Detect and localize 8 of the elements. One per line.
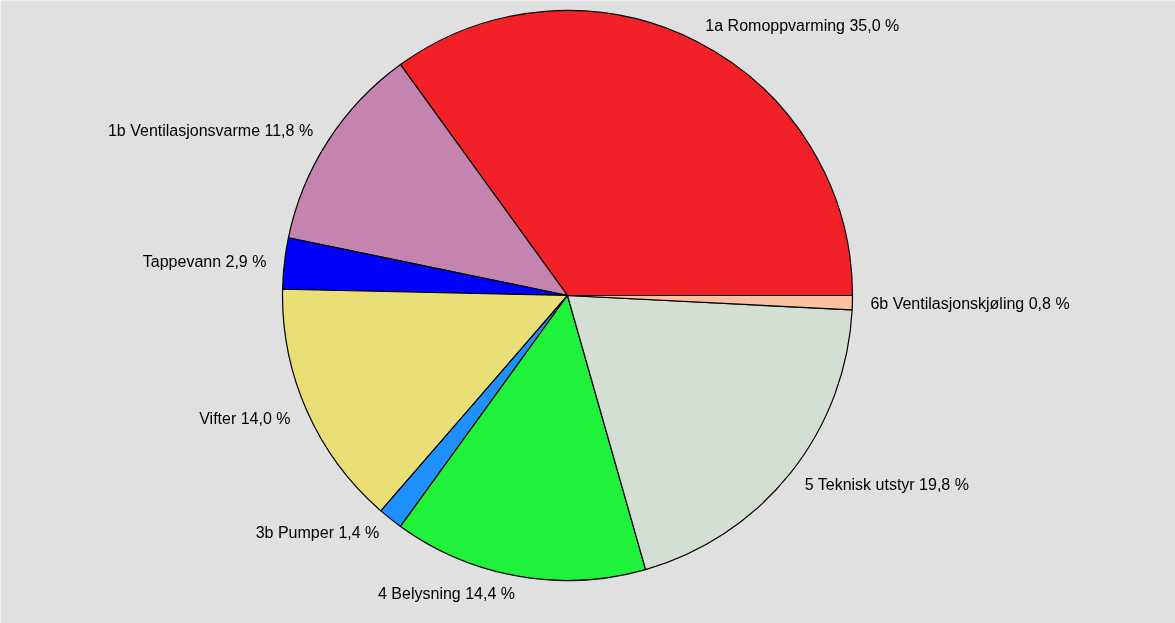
slice-label: Vifter 14,0 %	[199, 409, 291, 427]
slice-label: 6b Ventilasjonskjøling 0,8 %	[870, 294, 1070, 312]
slice-label: 1a Romoppvarming 35,0 %	[705, 17, 900, 35]
slice-label: 5 Teknisk utstyr 19,8 %	[804, 475, 969, 493]
slice-label: Tappevann 2,9 %	[142, 252, 267, 270]
slice-label: 3b Pumper 1,4 %	[255, 524, 380, 542]
slice-label: 1b Ventilasjonsvarme 11,8 %	[107, 122, 314, 140]
slice-label: 4 Belysning 14,4 %	[378, 585, 515, 603]
